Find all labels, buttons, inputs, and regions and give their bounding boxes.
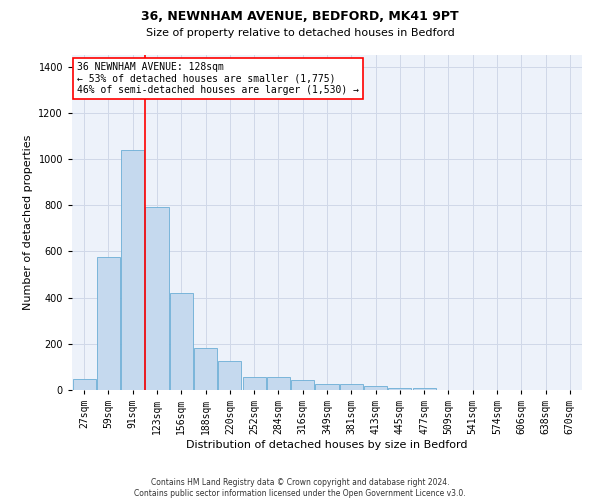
Text: 36, NEWNHAM AVENUE, BEDFORD, MK41 9PT: 36, NEWNHAM AVENUE, BEDFORD, MK41 9PT [141, 10, 459, 23]
Bar [316, 384, 338, 390]
Bar [413, 388, 436, 390]
Bar [242, 377, 266, 390]
Bar [170, 293, 193, 390]
Bar [364, 386, 387, 390]
Text: 36 NEWNHAM AVENUE: 128sqm
← 53% of detached houses are smaller (1,775)
46% of se: 36 NEWNHAM AVENUE: 128sqm ← 53% of detac… [77, 62, 359, 95]
Bar [121, 150, 144, 390]
Bar [145, 208, 169, 390]
Text: Contains HM Land Registry data © Crown copyright and database right 2024.
Contai: Contains HM Land Registry data © Crown c… [134, 478, 466, 498]
Text: Size of property relative to detached houses in Bedford: Size of property relative to detached ho… [146, 28, 454, 38]
X-axis label: Distribution of detached houses by size in Bedford: Distribution of detached houses by size … [186, 440, 468, 450]
Y-axis label: Number of detached properties: Number of detached properties [23, 135, 33, 310]
Bar [340, 384, 363, 390]
Bar [291, 380, 314, 390]
Bar [97, 257, 120, 390]
Bar [194, 348, 217, 390]
Bar [218, 361, 241, 390]
Bar [388, 388, 412, 390]
Bar [73, 379, 95, 390]
Bar [267, 377, 290, 390]
